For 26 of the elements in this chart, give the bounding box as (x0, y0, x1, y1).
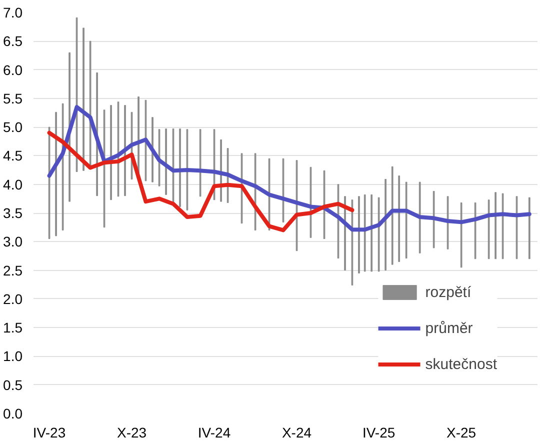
y-tick-label: 5.5 (3, 90, 23, 106)
y-tick-label: 6.0 (3, 62, 23, 78)
x-tick-label: X-23 (116, 424, 147, 440)
x-tick-label: X-25 (446, 424, 476, 440)
legend-label: skutečnost (425, 356, 497, 372)
y-tick-label: 0.5 (3, 376, 23, 393)
x-tick-label: IV-25 (362, 424, 396, 440)
x-tick-label: X-24 (282, 424, 312, 440)
y-tick-label: 5.0 (3, 119, 23, 136)
legend-label: průměr (425, 320, 473, 336)
y-tick-label: 0.0 (3, 406, 23, 422)
y-tick-label: 1.0 (3, 348, 23, 364)
y-tick-label: 6.5 (3, 33, 23, 50)
legend-label: rozpětí (425, 284, 472, 300)
y-tick-label: 4.5 (3, 148, 23, 164)
y-tick-label: 1.5 (3, 320, 23, 336)
y-tick-label: 4.0 (3, 176, 23, 192)
y-tick-label: 3.0 (3, 234, 23, 250)
line-series (47, 130, 354, 232)
y-tick-label: 2.0 (3, 290, 23, 307)
x-tick-label: IV-24 (198, 424, 231, 440)
y-tick-label: 3.5 (3, 205, 23, 221)
line-series (47, 105, 532, 232)
x-tick-label: IV-23 (32, 424, 66, 440)
y-tick-label: 7.0 (3, 4, 23, 20)
y-tick-label: 2.5 (3, 262, 23, 278)
